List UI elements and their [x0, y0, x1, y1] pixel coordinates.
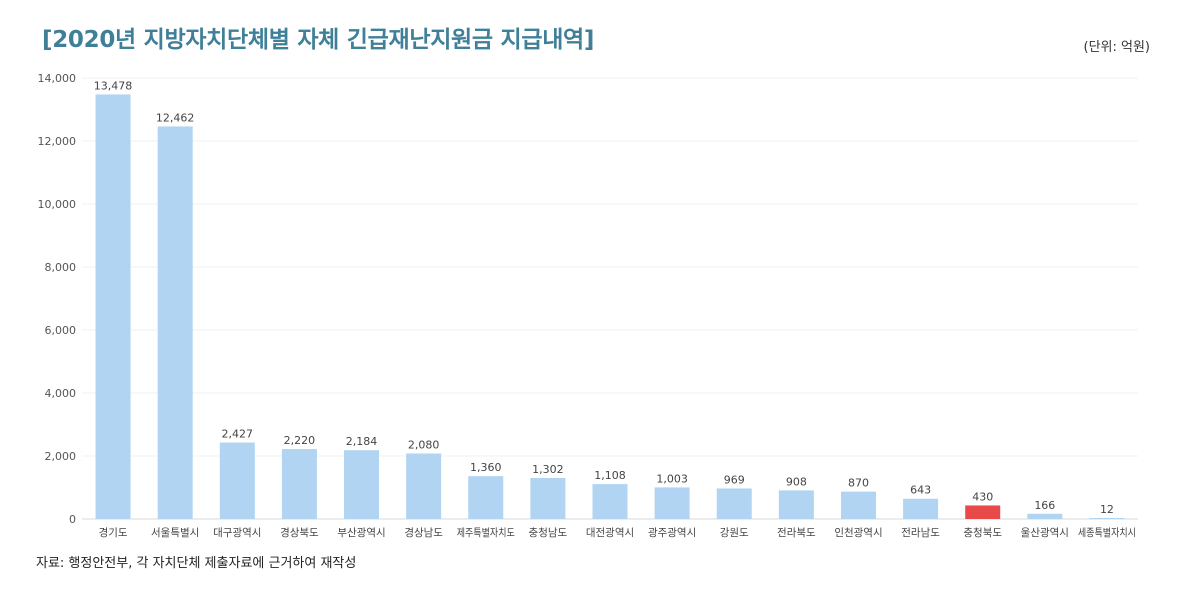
- x-tick-label: 충청북도: [963, 527, 1002, 539]
- bar: [965, 505, 1001, 519]
- data-label: 2,080: [408, 438, 440, 451]
- data-label: 2,184: [346, 435, 378, 448]
- x-tick-label: 경기도: [99, 526, 128, 539]
- data-label: 166: [1034, 499, 1055, 512]
- x-tick-label: 대전광역시: [586, 527, 634, 539]
- x-tick-label: 세종특별자치시: [1078, 527, 1136, 539]
- data-label: 969: [724, 473, 745, 486]
- x-tick-label: 광주광역시: [648, 527, 696, 539]
- data-label: 12: [1100, 503, 1114, 516]
- bar: [468, 476, 504, 519]
- y-axis-ticks: 0 2,000 4,000 6,000 8,000 10,000 12,000 14,000: [38, 72, 77, 526]
- data-label: 1,108: [594, 469, 626, 482]
- bar: [1089, 518, 1125, 519]
- x-tick-label: 부산광역시: [337, 527, 385, 539]
- value-labels: 13,478 12,462 2,427 2,220 2,184 2,080 1,360 1,3…: [94, 79, 1114, 516]
- bar: [157, 126, 193, 520]
- bar: [654, 487, 690, 519]
- source-note: 자료: 행정안전부, 각 자치단체 제출자료에 근거하여 재작성: [36, 556, 357, 571]
- x-tick-label: 충청남도: [529, 527, 568, 539]
- data-label: 12,462: [156, 111, 195, 124]
- bar: [1027, 513, 1063, 519]
- y-tick-label: 4,000: [45, 387, 77, 400]
- y-tick-label: 12,000: [38, 135, 77, 148]
- bar: [281, 449, 317, 519]
- y-tick-label: 6,000: [45, 324, 77, 337]
- data-label: 643: [910, 484, 931, 497]
- x-tick-label: 서울특별시: [151, 527, 199, 539]
- x-axis-labels: 경기도 서울특별시 대구광역시 경상북도 부산광역시 경상남도 제주특별자치도 충청남도 대전광…: [99, 526, 1136, 539]
- y-tick-label: 14,000: [38, 72, 77, 85]
- bar: [840, 491, 876, 519]
- y-tick-label: 10,000: [38, 198, 77, 211]
- bars: [95, 94, 1125, 520]
- data-label: 1,302: [532, 463, 564, 476]
- data-label: 2,427: [222, 428, 254, 441]
- x-tick-label: 대구광역시: [213, 527, 261, 539]
- bar: [903, 498, 939, 519]
- bar: [219, 442, 255, 519]
- y-tick-label: 8,000: [45, 261, 77, 274]
- bar: [95, 94, 131, 520]
- bar: [778, 490, 814, 519]
- data-label: 430: [972, 490, 993, 503]
- x-tick-label: 경상북도: [280, 526, 319, 539]
- x-tick-label: 제주특별자치도: [457, 527, 515, 539]
- x-tick-label: 전라북도: [777, 527, 816, 539]
- bar: [344, 450, 380, 519]
- data-label: 1,003: [656, 472, 688, 485]
- bar: [716, 488, 752, 519]
- data-label: 13,478: [94, 79, 133, 92]
- bar: [592, 484, 628, 519]
- chart-title: [2020년 지방자치단체별 자체 긴급재난지원금 지급내역]: [42, 27, 595, 53]
- data-label: 1,360: [470, 461, 502, 474]
- x-tick-label: 울산광역시: [1021, 527, 1069, 539]
- data-label: 870: [848, 477, 869, 490]
- bar: [530, 477, 566, 519]
- data-label: 2,220: [284, 434, 316, 447]
- x-tick-label: 인천광역시: [834, 527, 882, 539]
- y-tick-label: 2,000: [45, 450, 77, 463]
- x-tick-label: 경상남도: [404, 526, 443, 539]
- unit-label: (단위: 억원): [1083, 40, 1151, 55]
- x-tick-label: 강원도: [720, 527, 749, 539]
- data-label: 908: [786, 475, 807, 488]
- x-tick-label: 전라남도: [901, 527, 940, 539]
- y-tick-label: 0: [69, 513, 76, 526]
- bar: [406, 453, 442, 519]
